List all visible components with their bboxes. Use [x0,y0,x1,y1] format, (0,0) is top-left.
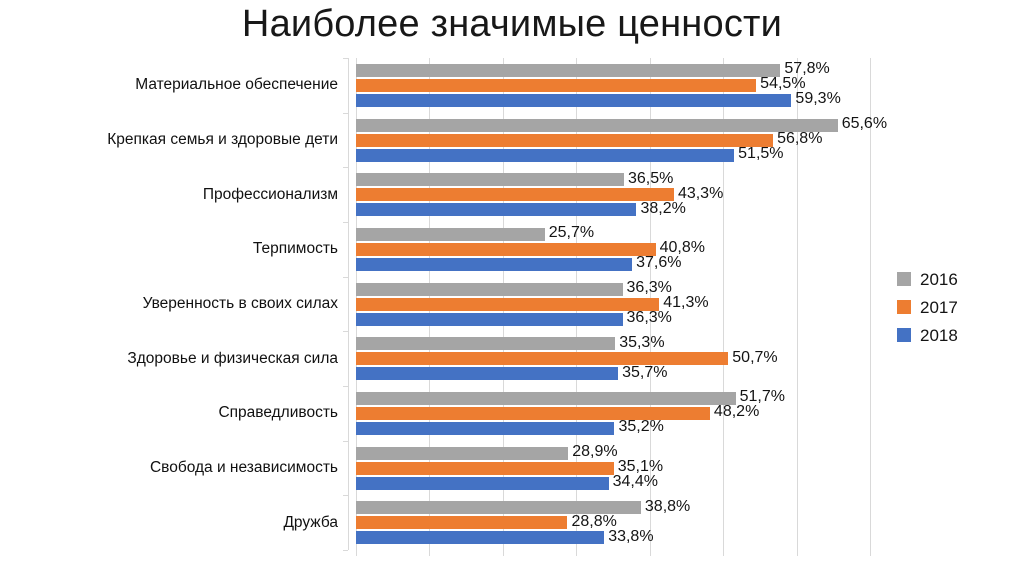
bar-value-label: 38,8% [644,497,691,515]
category-label: Профессионализм [202,185,338,203]
bar-value-label: 57,8% [784,60,830,78]
gridline [796,58,798,550]
bar-2017-9[interactable] [356,516,568,530]
gridline [723,58,725,550]
bar-value-label: 43,3% [677,184,724,202]
category-label: Терпимость [252,240,338,258]
category-axis-tick [343,331,348,332]
bar-2018-1[interactable] [356,93,792,107]
value-axis-tick [649,550,651,556]
bar-value-label: 36,3% [626,309,672,326]
bar-value-label: 35,3% [619,333,665,351]
category-label: Дружба [283,513,338,531]
value-axis-tick [356,550,357,556]
legend-swatch-icon [897,272,911,286]
bar-value-label: 33,8% [608,527,654,545]
category-axis-tick [343,277,348,278]
bar-value-label: 36,5% [628,169,674,187]
bar-2017-8[interactable] [356,461,614,475]
bar-2017-6[interactable] [356,352,729,366]
bar-2018-4[interactable] [356,257,633,271]
category-label: Уверенность в своих силах [142,295,338,312]
bar-value-label: 50,7% [732,348,778,366]
value-axis-tick [796,550,798,556]
bar-value-label: 35,7% [622,363,668,381]
bar-value-label: 35,2% [618,418,664,436]
bar-2018-3[interactable] [356,203,637,217]
category-label: Справедливость [218,404,338,422]
category-axis-tick [343,222,348,223]
legend-item-label: 2017 [920,297,958,317]
bar-2018-6[interactable] [356,367,619,381]
value-axis-line [348,58,349,550]
category-axis-tick [343,167,348,168]
bar-2018-2[interactable] [356,148,735,162]
bar-value-label: 41,3% [663,294,709,311]
bar-2017-7[interactable] [356,406,710,420]
legend-swatch-icon [897,328,911,342]
bar-value-label: 37,6% [636,254,682,272]
value-axis-tick [429,550,431,556]
bar-value-label: 34,4% [612,473,658,490]
bar-value-label: 51,7% [739,388,785,406]
plot-area: 57,8% 54,5% 59,3% 65,6% 56,8% 51,5% 36,5% 43,3%… [343,58,887,556]
category-axis-tick [343,441,348,442]
bar-value-label: 54,5% [760,75,806,93]
bar-value-label: 48,2% [713,403,760,421]
bar-2016-4[interactable] [356,227,545,241]
bar-2016-6[interactable] [356,337,616,351]
bar-value-label: 56,8% [777,130,823,147]
chart-legend: 2016 2017 2018 [897,265,1007,349]
gridline [870,58,871,550]
bar-value-label: 51,5% [738,145,784,162]
category-axis-tick [343,386,348,387]
bar-value-label: 38,2% [640,199,686,217]
legend-item-2018[interactable]: 2018 [897,321,1007,349]
bar-2016-2[interactable] [356,118,838,132]
bar-2017-3[interactable] [356,188,674,202]
bar-2018-8[interactable] [356,476,609,490]
bar-value-label: 40,8% [659,239,705,257]
legend-item-2016[interactable]: 2016 [897,265,1007,293]
bar-2016-3[interactable] [356,173,624,187]
bar-value-label: 36,3% [626,279,672,296]
legend-swatch-icon [897,300,911,314]
bar-2018-7[interactable] [356,421,615,435]
legend-item-label: 2018 [920,325,958,345]
value-axis-tick [502,550,504,556]
category-axis-tick [343,113,348,114]
category-label: Свобода и независимость [149,459,338,476]
bar-2017-1[interactable] [356,78,757,92]
category-label: Материальное обеспечение [135,76,338,94]
category-axis-tick [343,550,348,551]
bar-2016-8[interactable] [356,446,569,460]
category-axis-tick [343,58,348,59]
chart-title: Наиболее значимые ценности [241,3,783,45]
bar-2016-5[interactable] [356,282,623,296]
category-label: Здоровье и физическая сила [127,349,338,367]
category-axis-tick [343,495,348,496]
bar-value-label: 35,1% [617,458,664,475]
bar-value-label: 28,9% [572,443,618,460]
legend-item-2017[interactable]: 2017 [897,293,1007,321]
value-axis-tick [723,550,725,556]
bar-value-label: 25,7% [548,224,595,242]
category-label: Крепкая семья и здоровые дети [107,131,338,148]
bar-2017-2[interactable] [356,133,774,147]
value-axis-tick [870,550,871,556]
bar-value-label: 65,6% [841,115,888,132]
bar-2016-9[interactable] [356,501,641,515]
value-axis-tick [576,550,578,556]
category-axis: Материальное обеспечение Крепкая семья и … [0,58,344,550]
bar-2016-7[interactable] [356,391,736,405]
bar-value-label: 28,8% [571,512,617,530]
chart-plot: Материальное обеспечение Крепкая семья и … [0,58,1024,558]
bar-2016-1[interactable] [356,63,781,77]
bar-2018-5[interactable] [356,312,623,326]
legend-item-label: 2016 [920,269,958,289]
bar-2017-5[interactable] [356,297,660,311]
bar-value-label: 59,3% [795,90,841,108]
bar-2017-4[interactable] [356,242,656,256]
bar-2018-9[interactable] [356,531,605,545]
